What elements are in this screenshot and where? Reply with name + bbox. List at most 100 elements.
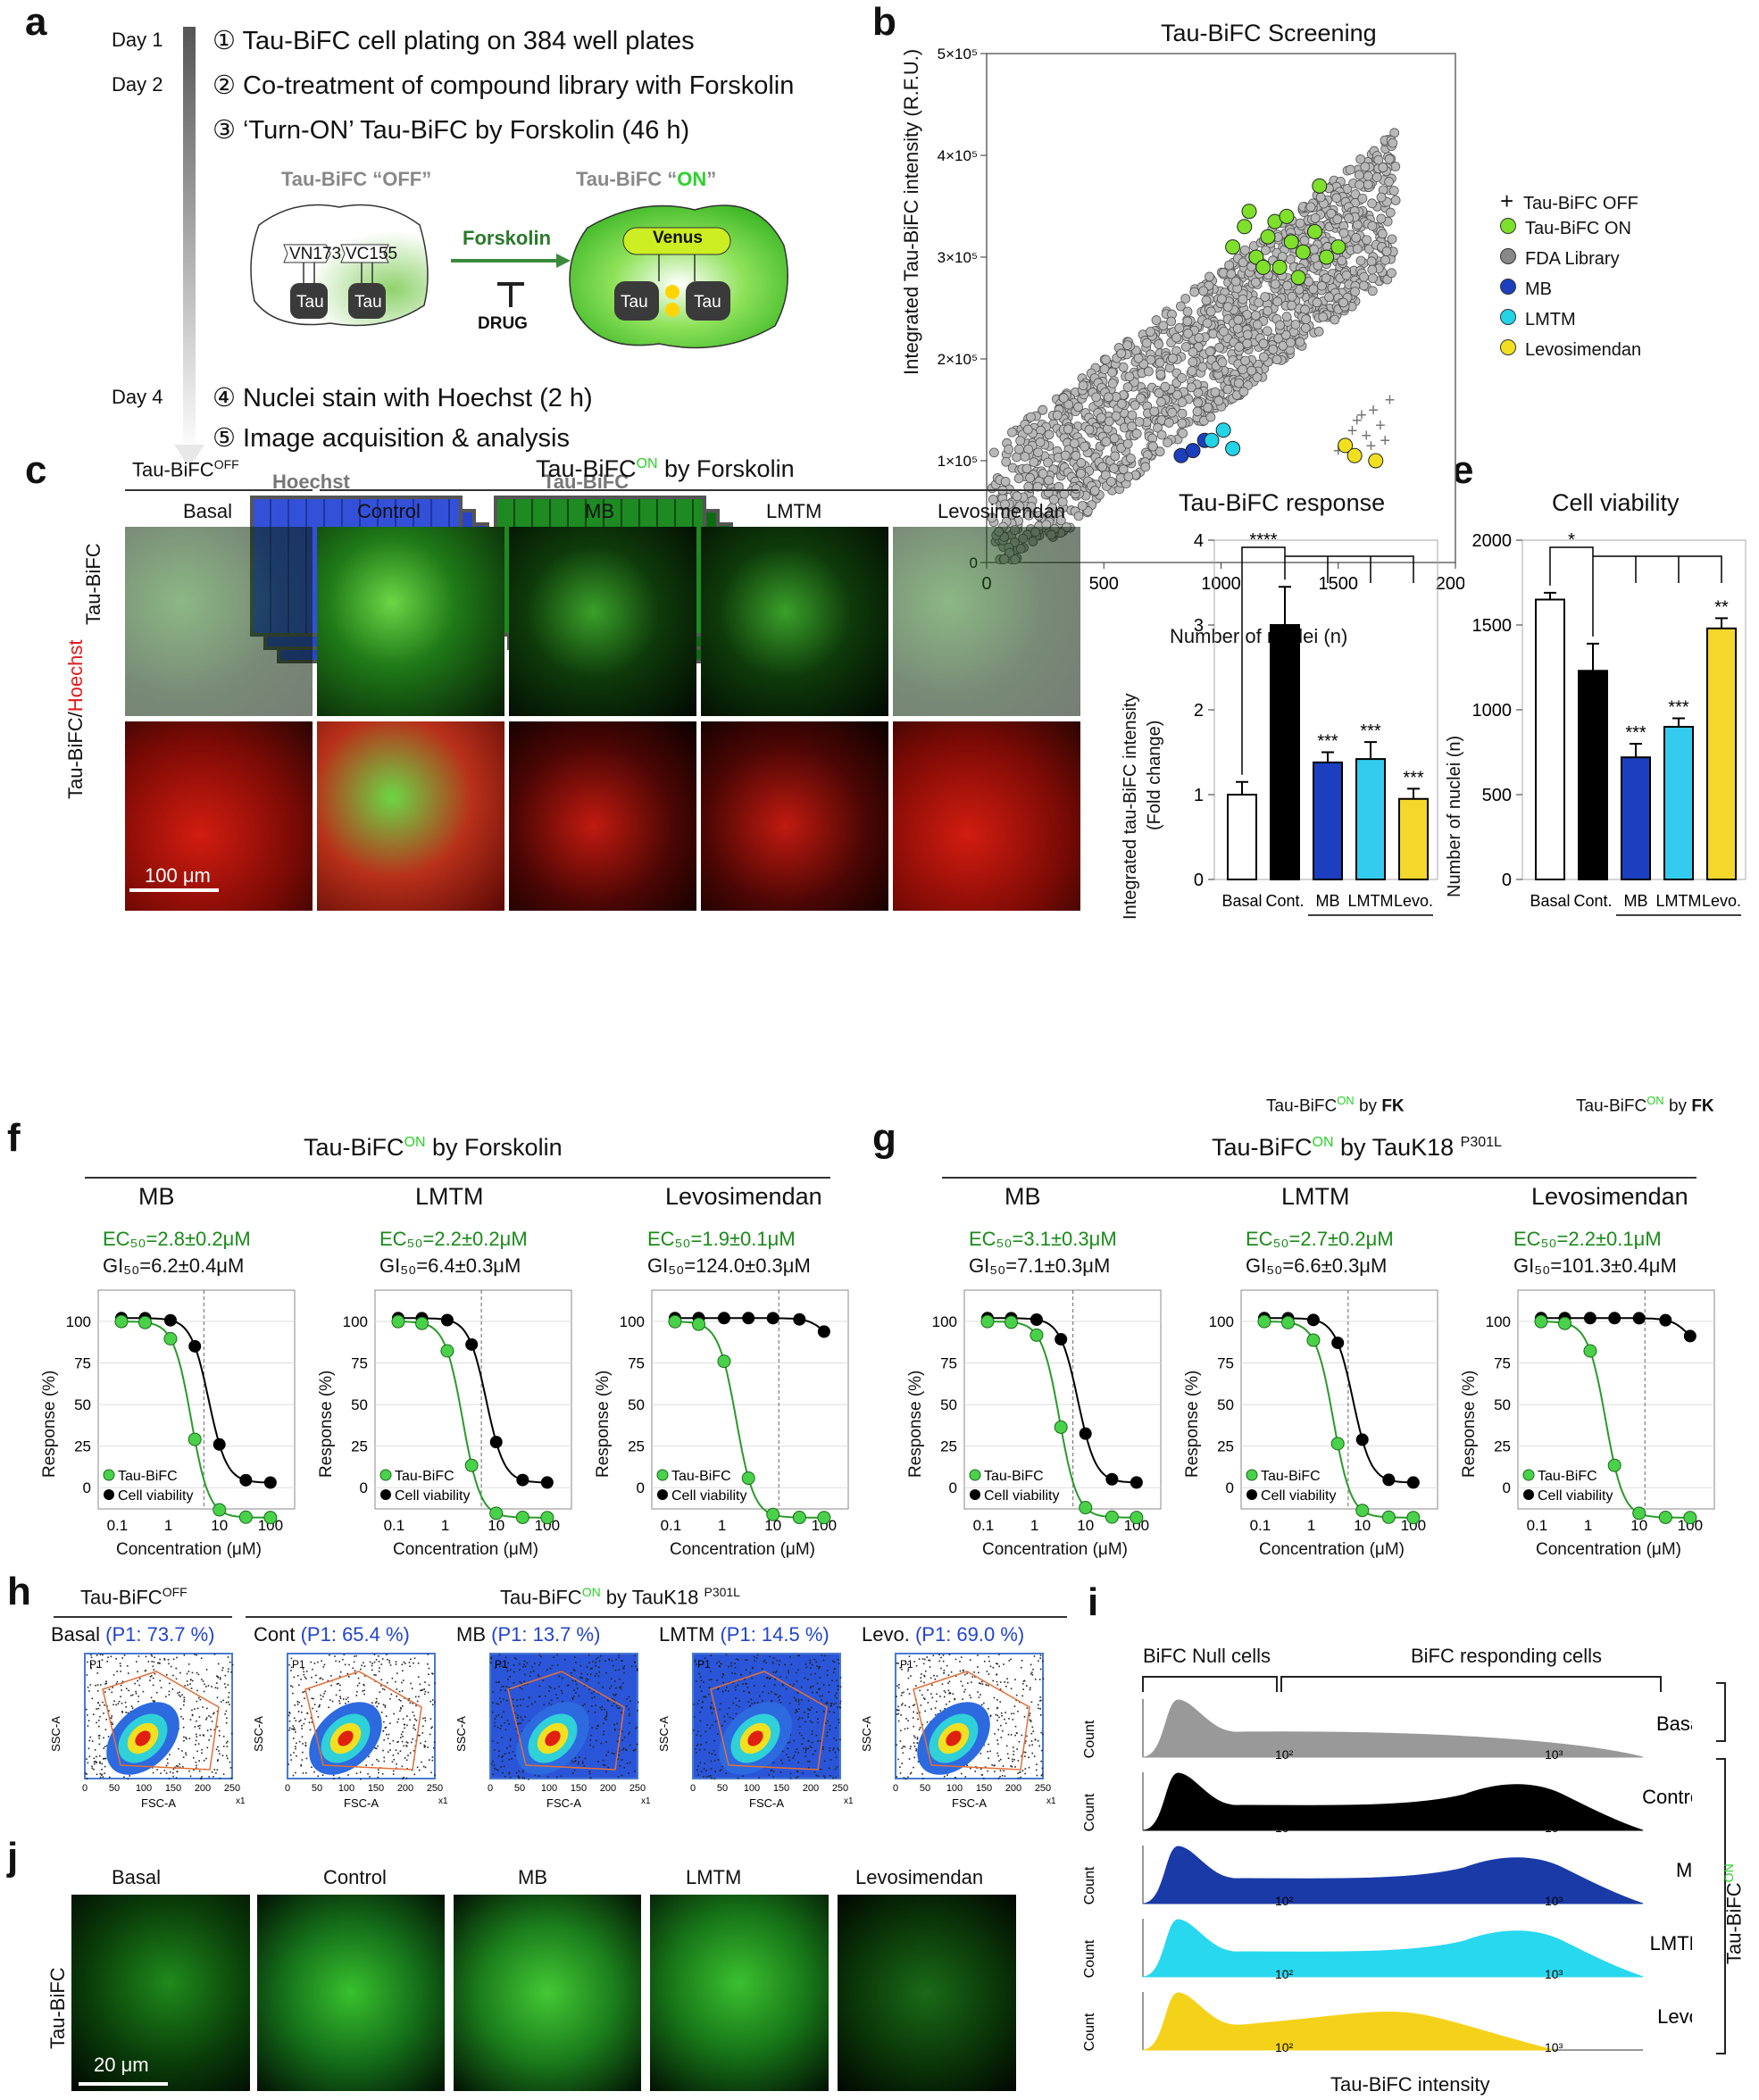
event-dot bbox=[698, 1672, 700, 1675]
legend-marker-bifc bbox=[1522, 1469, 1535, 1481]
event-dot bbox=[121, 1710, 123, 1712]
event-dot bbox=[716, 1679, 718, 1681]
event-dot bbox=[917, 1718, 919, 1721]
event-dot bbox=[96, 1684, 99, 1686]
event-dot bbox=[391, 1677, 394, 1679]
fda-point bbox=[1272, 296, 1283, 307]
event-dot bbox=[1012, 1760, 1013, 1762]
event-dot bbox=[412, 1702, 413, 1704]
event-dot bbox=[152, 1665, 154, 1668]
drug-label: DRUG bbox=[478, 314, 528, 333]
event-dot bbox=[216, 1696, 219, 1699]
series-point bbox=[1283, 234, 1299, 250]
series-point bbox=[1368, 453, 1384, 469]
event-dot bbox=[905, 1704, 906, 1706]
fda-point bbox=[1063, 424, 1073, 435]
event-dot bbox=[629, 1731, 630, 1734]
event-dot bbox=[835, 1739, 838, 1741]
event-dot bbox=[121, 1712, 124, 1713]
event-dot bbox=[807, 1747, 809, 1750]
y-tick-label: 75 bbox=[351, 1355, 368, 1372]
event-dot bbox=[492, 1761, 494, 1762]
fda-point bbox=[1183, 329, 1193, 338]
event-dot bbox=[152, 1684, 154, 1687]
event-dot bbox=[919, 1727, 921, 1729]
event-dot bbox=[628, 1696, 630, 1698]
event-dot bbox=[101, 1768, 103, 1771]
event-dot bbox=[625, 1748, 627, 1751]
event-dot bbox=[288, 1712, 291, 1714]
fda-point bbox=[1238, 364, 1248, 375]
fda-point bbox=[1091, 392, 1101, 403]
event-dot bbox=[88, 1739, 90, 1742]
event-dot bbox=[421, 1732, 424, 1734]
event-dot bbox=[205, 1757, 207, 1760]
y-tick-label: 25 bbox=[351, 1438, 368, 1455]
significance: *** bbox=[1403, 768, 1424, 788]
fda-point bbox=[1109, 433, 1120, 444]
event-dot bbox=[407, 1754, 409, 1756]
event-dot bbox=[808, 1739, 810, 1742]
event-dot bbox=[164, 1696, 167, 1698]
event-dot bbox=[501, 1686, 503, 1688]
fda-point bbox=[1110, 451, 1121, 462]
event-dot bbox=[790, 1663, 793, 1666]
event-dot bbox=[405, 1759, 408, 1762]
fda-point bbox=[1122, 382, 1133, 393]
event-dot bbox=[355, 1695, 358, 1696]
event-dot bbox=[593, 1690, 595, 1693]
event-dot bbox=[500, 1716, 503, 1718]
event-dot bbox=[389, 1749, 391, 1751]
event-dot bbox=[315, 1674, 317, 1677]
event-dot bbox=[628, 1708, 630, 1711]
event-dot bbox=[303, 1673, 305, 1676]
fda-point bbox=[1313, 326, 1324, 337]
event-dot bbox=[345, 1703, 346, 1704]
event-dot bbox=[409, 1665, 411, 1667]
event-dot bbox=[288, 1729, 290, 1731]
event-dot bbox=[501, 1760, 504, 1762]
event-dot bbox=[518, 1662, 521, 1665]
legend-bifc: Tau-BiFC bbox=[395, 1469, 454, 1484]
event-dot bbox=[400, 1733, 403, 1736]
event-dot bbox=[839, 1703, 841, 1704]
event-dot bbox=[180, 1715, 182, 1718]
event-dot bbox=[185, 1754, 188, 1756]
e-title: Cell viability bbox=[1552, 489, 1680, 516]
fda-point bbox=[1111, 411, 1121, 421]
g-header: Tau-BiFCON by TauK18 P301L bbox=[1212, 1134, 1502, 1161]
event-dot bbox=[218, 1750, 220, 1752]
event-dot bbox=[737, 1684, 738, 1687]
y-tick-label: 0 bbox=[83, 1479, 91, 1496]
event-dot bbox=[923, 1658, 926, 1661]
event-dot bbox=[515, 1728, 517, 1730]
event-dot bbox=[809, 1720, 812, 1722]
event-dot bbox=[835, 1696, 838, 1699]
fda-point bbox=[1012, 491, 1022, 502]
event-dot bbox=[86, 1773, 88, 1775]
event-dot bbox=[343, 1654, 346, 1656]
fda-point bbox=[1355, 154, 1366, 164]
event-dot bbox=[594, 1712, 596, 1713]
event-dot bbox=[977, 1691, 979, 1693]
event-dot bbox=[210, 1735, 213, 1738]
bar bbox=[1398, 797, 1429, 880]
event-dot bbox=[199, 1698, 202, 1701]
event-dot bbox=[1032, 1730, 1034, 1732]
event-dot bbox=[224, 1712, 226, 1715]
event-dot bbox=[196, 1767, 197, 1769]
event-dot bbox=[504, 1729, 507, 1731]
ssc-label: SSC-A bbox=[657, 1716, 671, 1752]
fda-point bbox=[1134, 417, 1145, 427]
event-dot bbox=[1032, 1668, 1034, 1671]
x-tick-label: 0 bbox=[285, 1783, 290, 1794]
event-dot bbox=[716, 1662, 718, 1664]
event-dot bbox=[1024, 1772, 1026, 1775]
event-dot bbox=[321, 1660, 322, 1662]
event-dot bbox=[373, 1654, 376, 1655]
event-dot bbox=[744, 1679, 746, 1680]
event-dot bbox=[708, 1693, 710, 1696]
event-dot bbox=[298, 1684, 300, 1687]
event-dot bbox=[717, 1688, 720, 1689]
